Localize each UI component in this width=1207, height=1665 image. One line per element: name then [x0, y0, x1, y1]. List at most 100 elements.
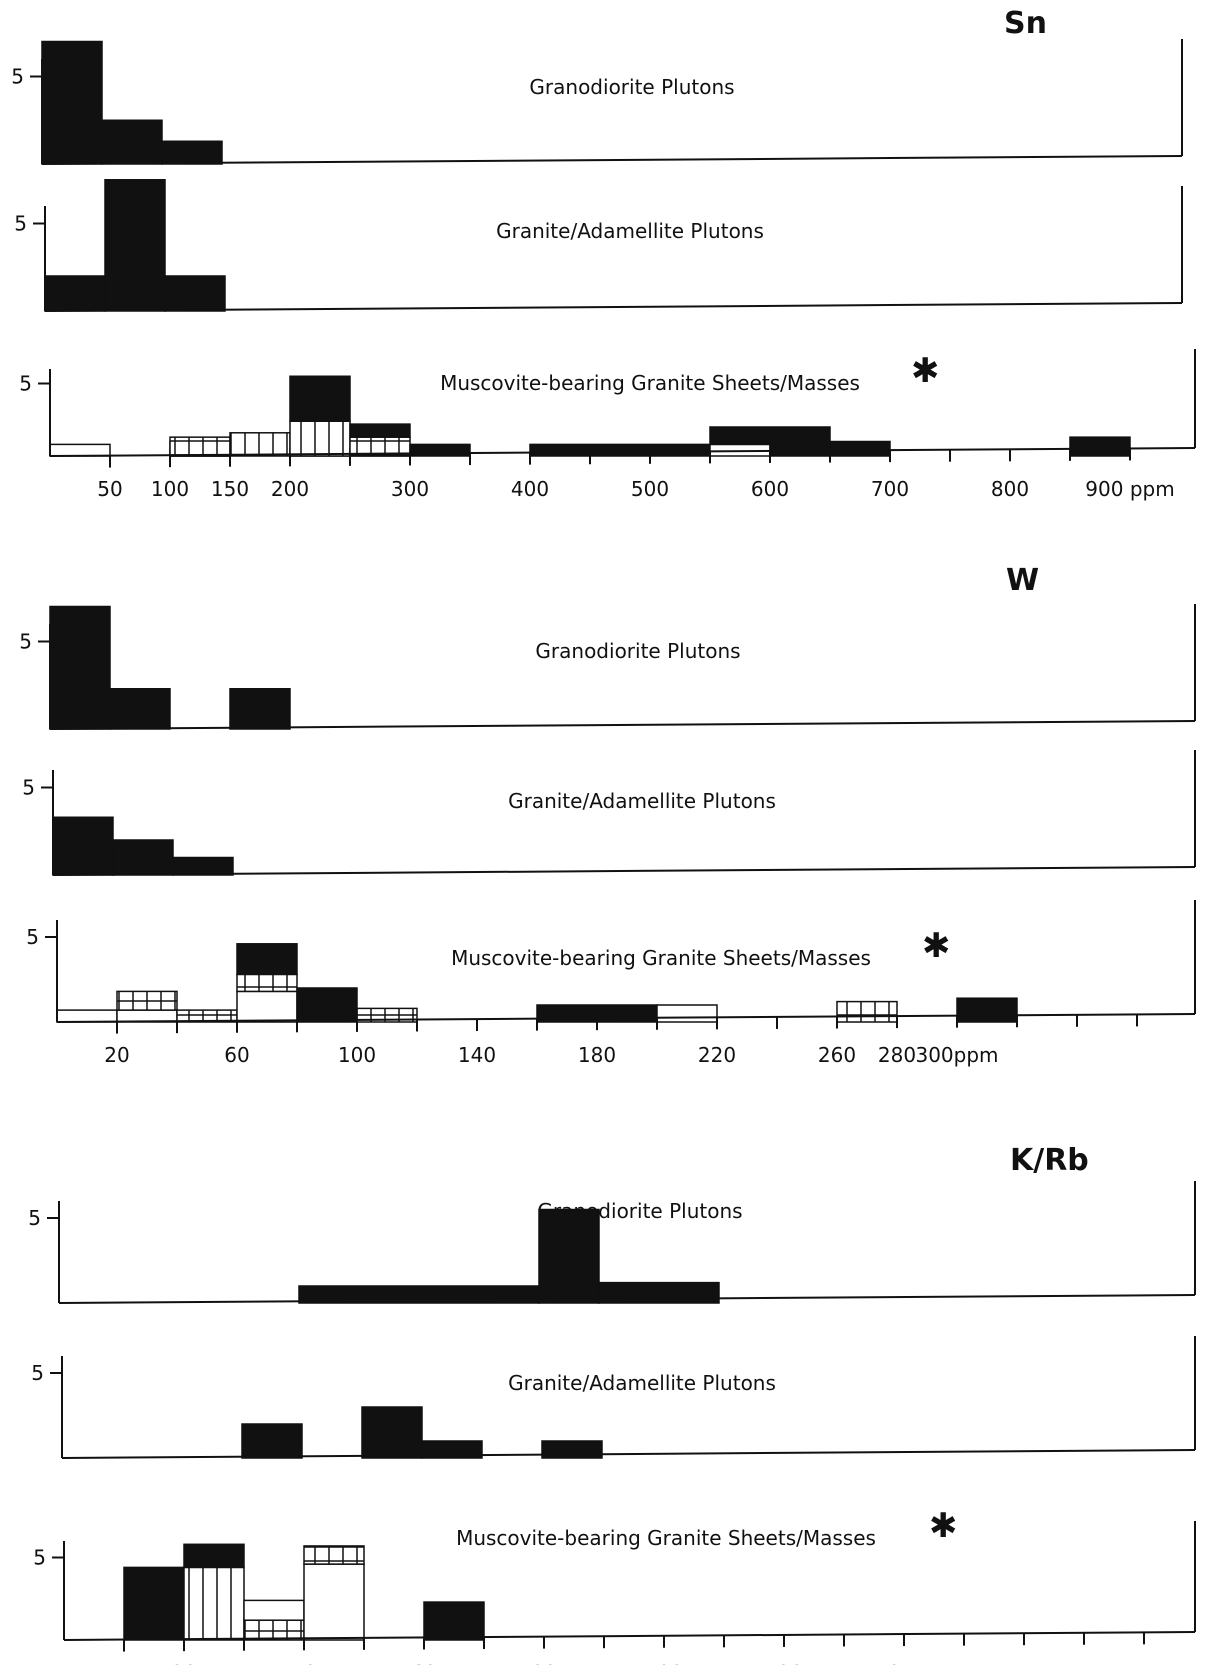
histogram-bar: [289, 420, 351, 457]
histogram-bar: [529, 443, 711, 457]
y-tick-label: 5: [11, 65, 24, 89]
histogram-bar: [116, 1009, 178, 1023]
x-tick-label: 100: [151, 477, 189, 501]
histogram-bar: [172, 856, 234, 876]
histogram-bar: [41, 40, 103, 165]
histogram-bar: [303, 1545, 365, 1565]
x-tick-label: 400: [511, 477, 549, 501]
histogram-bar: [423, 1601, 485, 1641]
x-tick-label: 100: [645, 1661, 683, 1665]
x-axis-line: [52, 866, 1196, 876]
group-title-sn: Sn: [1004, 6, 1047, 41]
panel-3: 5 Muscovite-bearing Granite Sheets/Masses…: [19, 349, 1196, 501]
histogram-bar: [243, 1619, 305, 1641]
x-tick-label: 200: [271, 477, 309, 501]
panel-4: 5 Granodiorite Plutons: [19, 604, 1196, 730]
histogram-bar: [361, 1406, 423, 1459]
x-tick-label: 280: [878, 1043, 916, 1067]
x-tick-label: 80: [531, 1661, 556, 1665]
x-tick-label: 260: [818, 1043, 856, 1067]
asterisk-icon: ✱: [922, 926, 951, 966]
x-tick-label: 120: [765, 1661, 803, 1665]
x-axis-line: [61, 1449, 1196, 1459]
panel-5: 5 Granite/Adamellite Plutons: [22, 750, 1196, 876]
x-tick-label: 300: [391, 477, 429, 501]
x-tick-label: 20: [171, 1661, 196, 1665]
histogram-bar: [44, 275, 106, 312]
histogram-bar: [112, 839, 174, 876]
histogram-bar: [183, 1543, 245, 1569]
histogram-bar: [236, 990, 298, 1023]
histogram-bar: [229, 432, 291, 457]
histogram-bar: [296, 987, 358, 1023]
panel-7: 5 Granodiorite Plutons: [28, 1181, 1196, 1304]
y-tick-label: 5: [31, 1361, 44, 1385]
histogram-bar: [109, 688, 171, 730]
x-tick-label: 800: [991, 477, 1029, 501]
y-tick-label: 5: [19, 630, 32, 654]
asterisk-icon: ✱: [911, 351, 940, 391]
x-tick-label: 900 ppm: [1085, 477, 1174, 501]
panels-group: 5 Granodiorite Plutons 5 Granite/Adamellite…: [11, 39, 1196, 1665]
histogram-bar: [409, 443, 471, 457]
panel-6: 5 Muscovite-bearing Granite Sheets/Masses…: [26, 900, 1196, 1067]
histogram-bar: [709, 426, 831, 446]
histogram-bar: [49, 605, 111, 730]
x-axis-line: [63, 1631, 1196, 1641]
panel-1: 5 Granodiorite Plutons: [11, 39, 1183, 165]
x-tick-label: 220: [698, 1043, 736, 1067]
panel-title: Granite/Adamellite Plutons: [508, 789, 776, 813]
x-tick-label: 150: [211, 477, 249, 501]
histogram-bar: [241, 1423, 303, 1459]
x-tick-label: 20: [104, 1043, 129, 1067]
y-tick-label: 5: [22, 776, 35, 800]
y-tick-label: 5: [28, 1206, 41, 1230]
histogram-bar: [116, 990, 178, 1011]
histogram-bar: [303, 1563, 365, 1641]
histogram-bar: [56, 1009, 118, 1023]
histogram-bar: [538, 1208, 600, 1304]
asterisk-icon: ✱: [929, 1506, 958, 1546]
histogram-bar: [349, 423, 411, 438]
x-tick-label: 140ppm: [862, 1661, 945, 1665]
histogram-bar: [183, 1566, 245, 1641]
panel-title: Granodiorite Plutons: [529, 75, 734, 99]
histogram-bar: [52, 816, 114, 876]
histogram-bar: [123, 1566, 185, 1641]
group-title-krb: K/Rb: [1010, 1143, 1089, 1178]
histogram-bar: [169, 436, 231, 457]
panel-9: 5 Muscovite-bearing Granite Sheets/Masses…: [33, 1506, 1196, 1665]
x-tick-label: 180: [578, 1043, 616, 1067]
x-axis-line: [58, 1294, 1196, 1304]
histogram-bar: [956, 997, 1018, 1023]
panel-2: 5 Granite/Adamellite Plutons: [14, 179, 1183, 312]
histogram-bar: [289, 375, 351, 422]
panel-title: Granodiorite Plutons: [537, 1199, 742, 1223]
panel-title: Granodiorite Plutons: [535, 639, 740, 663]
x-tick-label: 60: [224, 1043, 249, 1067]
histogram-bar: [104, 179, 166, 312]
x-axis-line: [44, 302, 1183, 312]
panel-title: Muscovite-bearing Granite Sheets/Masses: [456, 1526, 876, 1550]
x-tick-label: 100: [338, 1043, 376, 1067]
x-axis-line: [49, 447, 1196, 457]
histogram-bar: [164, 275, 226, 312]
x-tick-label: 500: [631, 477, 669, 501]
histogram-bar: [421, 1440, 483, 1459]
x-axis-line: [49, 720, 1196, 730]
x-tick-label: 300ppm: [915, 1043, 998, 1067]
x-axis-line: [56, 1013, 1196, 1023]
histogram-bar: [49, 443, 111, 457]
y-tick-label: 5: [33, 1546, 46, 1570]
x-tick-label: 600: [751, 477, 789, 501]
histogram-bar: [161, 140, 223, 165]
panel-8: 5 Granite/Adamellite Plutons: [31, 1336, 1196, 1459]
panel-title: Muscovite-bearing Granite Sheets/Masses: [451, 946, 871, 970]
group-title-w: W: [1006, 563, 1039, 598]
x-axis-line: [41, 155, 1183, 165]
histogram-bar: [1069, 436, 1131, 457]
x-tick-label: 40: [291, 1661, 316, 1665]
histogram-bar: [229, 688, 291, 730]
panel-title: Granite/Adamellite Plutons: [496, 219, 764, 243]
